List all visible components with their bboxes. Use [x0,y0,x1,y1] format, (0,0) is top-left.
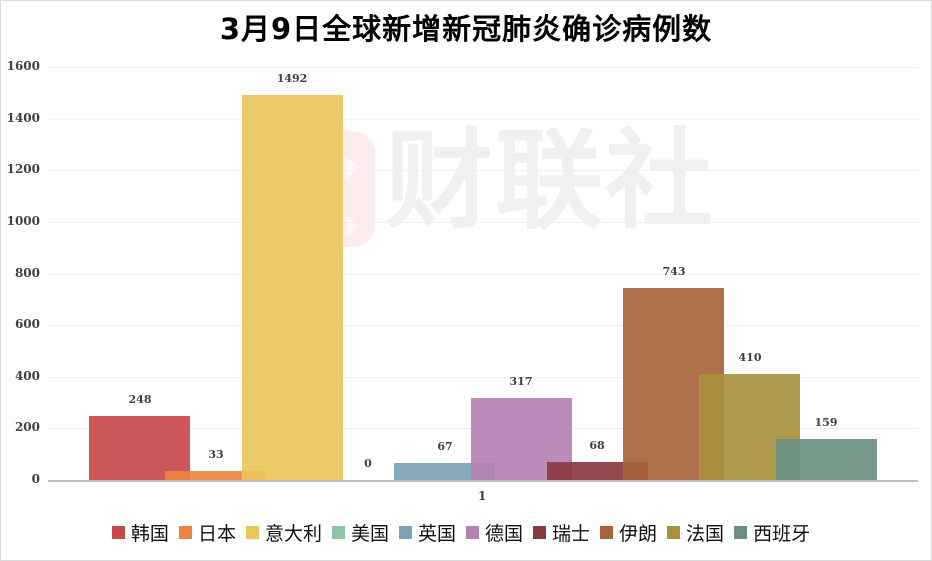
legend-item-意大利[interactable]: 意大利 [245,519,322,546]
legend-label: 日本 [197,523,236,545]
bar-日本[interactable] [165,471,266,480]
gridline [48,377,918,378]
legend-swatch-icon [533,526,547,539]
legend-item-韩国[interactable]: 韩国 [111,519,169,546]
legend: 韩国 日本 意大利 美国 英国 德国 瑞士 伊朗 法国 西班牙 [0,519,932,546]
y-tick-label: 1400 [6,111,40,125]
gridline [48,170,918,171]
legend-item-德国[interactable]: 德国 [466,519,523,546]
legend-item-英国[interactable]: 英国 [398,519,456,546]
gridline [48,325,918,326]
gridline [48,67,918,68]
x-category-label: 1 [478,489,487,503]
bar-西班牙[interactable] [776,439,877,480]
bar-value-label: 33 [208,448,224,461]
gridline [48,119,918,120]
legend-item-美国[interactable]: 美国 [331,519,389,546]
bar-value-label: 1492 [276,72,308,85]
watermark-text: 财联社 [385,119,716,244]
bar-value-label: 67 [437,440,453,453]
legend-swatch-icon [466,526,479,539]
bar-value-label: 317 [509,375,533,388]
gridline [48,222,918,223]
y-tick-label: 200 [14,420,40,434]
y-tick-label: 600 [14,317,40,331]
legend-label: 美国 [350,523,389,545]
legend-item-西班牙[interactable]: 西班牙 [734,519,810,546]
y-tick-label: 800 [14,266,40,280]
bar-value-label: 159 [814,416,838,429]
y-tick-label: 400 [14,369,40,383]
legend-swatch-icon [600,526,614,539]
legend-swatch-icon [734,526,748,539]
y-tick-label: 1200 [6,162,40,176]
y-tick-label: 0 [31,472,40,486]
bar-value-label: 0 [364,457,372,470]
legend-label: 瑞士 [552,523,591,545]
bar-value-label: 248 [128,393,152,406]
gridline [48,274,918,275]
legend-label: 西班牙 [753,523,811,545]
legend-label: 伊朗 [619,523,658,545]
legend-swatch-icon [398,526,412,539]
bar-意大利[interactable] [242,95,343,480]
bar-value-label: 743 [662,265,686,278]
bar-瑞士[interactable] [547,462,648,480]
bar-韩国[interactable] [89,416,190,480]
y-tick-label: 1000 [6,214,40,228]
legend-label: 法国 [686,523,725,545]
legend-swatch-icon [178,526,192,539]
bar-英国[interactable] [394,463,495,480]
bar-value-label: 410 [738,351,762,364]
legend-swatch-icon [111,526,125,539]
bar-value-label: 68 [589,439,605,452]
legend-label: 意大利 [264,523,322,545]
legend-item-日本[interactable]: 日本 [178,519,236,546]
legend-item-瑞士[interactable]: 瑞士 [533,519,590,546]
legend-swatch-icon [245,526,259,539]
legend-swatch-icon [331,526,345,539]
legend-label: 韩国 [130,523,169,545]
legend-item-伊朗[interactable]: 伊朗 [600,519,657,546]
y-tick-label: 1600 [6,59,40,73]
legend-item-法国[interactable]: 法国 [667,519,724,546]
legend-label: 德国 [485,523,524,545]
legend-label: 英国 [417,523,456,545]
x-axis-line [48,480,918,482]
legend-swatch-icon [667,526,681,539]
chart-title: 3月9日全球新增新冠肺炎确诊病例数 [219,12,713,46]
